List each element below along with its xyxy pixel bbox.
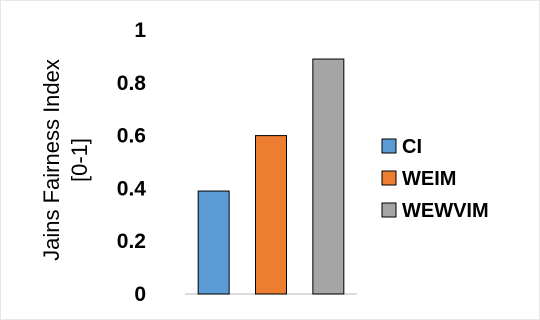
bar-wewvim: [312, 58, 345, 295]
y-tick-label-5: 1: [134, 19, 146, 42]
legend-swatch-wewvim: [381, 202, 397, 218]
y-tick-label-4: 0.8: [117, 72, 147, 95]
y-tick-label-3: 0.6: [117, 125, 146, 148]
y-tick-label-0: 0: [134, 283, 146, 306]
y-axis-ticks: 0 0.2 0.4 0.6 0.8 1: [117, 19, 147, 306]
bar-ci: [197, 190, 230, 295]
bars: [197, 58, 345, 295]
legend-label-wewvim: WEWVIM: [402, 200, 489, 222]
y-axis-title-line1: Jains Fairness Index: [39, 59, 64, 261]
legend-label-ci: CI: [402, 136, 422, 158]
legend-swatch-ci: [381, 138, 397, 154]
bar-weim: [255, 135, 287, 295]
y-tick-label-1: 0.2: [117, 230, 146, 253]
y-axis-title: Jains Fairness Index [0-1]: [39, 59, 92, 261]
y-tick-label-2: 0.4: [117, 177, 147, 200]
legend: CI WEIM WEWVIM: [381, 136, 489, 222]
y-axis-title-line2: [0-1]: [67, 138, 92, 182]
legend-label-weim: WEIM: [402, 168, 456, 190]
legend-swatch-weim: [381, 170, 397, 186]
